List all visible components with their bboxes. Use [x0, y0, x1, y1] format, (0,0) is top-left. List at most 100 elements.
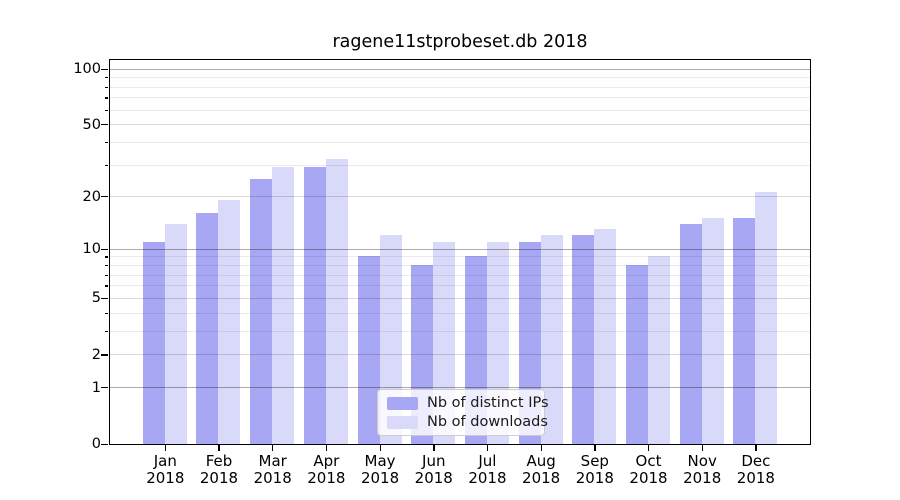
tick-layer [101, 60, 810, 451]
x-tick-mar [272, 445, 274, 451]
bar-ips-may [357, 256, 380, 444]
x-label-year: 2018 [253, 468, 292, 487]
x-tick-jan [164, 445, 167, 451]
bar-downloads-nov [701, 218, 724, 444]
y-minor-tick-80 [104, 86, 108, 88]
x-tick-aug [540, 445, 542, 451]
x-label-month: May [364, 452, 396, 470]
legend-swatch-downloads [387, 415, 418, 429]
x-tick-jul [486, 445, 489, 451]
y-tick-2 [101, 354, 108, 356]
x-label-sep: Sep 2018 [550, 453, 640, 486]
y-minor-tick-90 [104, 77, 108, 79]
bar-downloads-apr [325, 159, 348, 444]
x-label-jul: Jul 2018 [442, 453, 532, 486]
y-minor-tick-7 [104, 274, 108, 276]
bar-downloads-oct [648, 256, 670, 444]
x-label-dec: Dec 2018 [711, 453, 801, 486]
y-label-5: 5 [91, 290, 101, 307]
legend-swatch-distinct-ips [387, 396, 418, 410]
x-label-aug: Aug 2018 [496, 453, 586, 486]
x-label-mar: Mar 2018 [228, 453, 318, 486]
x-label-month: Feb [205, 452, 233, 470]
y-label-20: 20 [82, 188, 101, 205]
x-label-oct: Oct 2018 [604, 453, 694, 486]
y-label-2: 2 [91, 346, 101, 363]
bar-downloads-dec [755, 192, 778, 444]
x-label-year: 2018 [146, 468, 185, 487]
x-label-year: 2018 [683, 468, 722, 487]
x-label-nov: Nov 2018 [657, 453, 747, 486]
y-minor-tick-9 [104, 256, 108, 258]
x-label-month: Dec [741, 452, 771, 470]
y-tick-0 [101, 443, 108, 445]
x-label-month: Nov [687, 452, 717, 470]
x-label-may: May 2018 [335, 453, 425, 486]
y-label-50: 50 [82, 116, 101, 133]
legend-label-distinct-ips: Nb of distinct IPs [427, 395, 549, 411]
bar-downloads-mar [272, 167, 295, 444]
x-label-month: Jul [478, 452, 497, 470]
bar-ips-apr [303, 167, 326, 444]
bar-ips-oct [626, 265, 648, 444]
x-label-month: Jan [153, 452, 177, 470]
y-minor-tick-70 [104, 97, 108, 99]
x-tick-nov [701, 445, 703, 451]
x-label-month: Sep [580, 452, 609, 470]
y-minor-tick-6 [104, 285, 108, 287]
legend-item-downloads: Nb of downloads [387, 414, 548, 430]
bar-ips-dec [733, 218, 756, 444]
x-tick-apr [325, 445, 328, 451]
y-label-1: 1 [91, 379, 101, 396]
y-minor-tick-3 [104, 330, 108, 333]
y-label-0: 0 [91, 436, 101, 452]
x-label-year: 2018 [307, 468, 346, 487]
y-tick-5 [101, 297, 108, 300]
bar-downloads-jan [164, 223, 187, 444]
y-tick-100 [101, 68, 108, 70]
y-tick-50 [101, 124, 108, 126]
x-tick-sep [594, 445, 596, 451]
y-minor-tick-8 [104, 265, 108, 267]
x-label-year: 2018 [575, 468, 614, 487]
x-label-year: 2018 [629, 468, 668, 487]
x-label-year: 2018 [360, 468, 400, 487]
x-label-year: 2018 [199, 468, 239, 487]
legend-item-distinct-ips: Nb of distinct IPs [387, 395, 549, 411]
y-tick-20 [101, 196, 108, 198]
y-minor-tick-60 [104, 109, 108, 111]
y-label-100: 100 [73, 61, 101, 78]
x-tick-jun [433, 445, 435, 451]
x-tick-dec [755, 445, 757, 451]
bar-ips-nov [679, 223, 702, 444]
y-minor-tick-4 [104, 312, 108, 315]
y-tick-1 [101, 387, 108, 389]
legend: Nb of distinct IPs Nb of downloads [377, 389, 549, 436]
plot-area [101, 58, 811, 451]
bar-ips-feb [196, 213, 219, 444]
y-minor-tick-30 [104, 164, 108, 166]
x-label-jan: Jan 2018 [120, 453, 210, 486]
bar-downloads-aug [540, 235, 563, 444]
y-label-10: 10 [82, 241, 101, 258]
x-label-month: Aug [526, 452, 556, 470]
bar-downloads-sep [594, 229, 617, 444]
bar-downloads-feb [218, 200, 241, 444]
x-label-year: 2018 [522, 468, 561, 487]
x-label-year: 2018 [468, 468, 507, 487]
x-label-month: Jun [422, 452, 446, 470]
x-tick-feb [218, 445, 220, 451]
x-label-month: Apr [313, 452, 340, 470]
x-tick-may [379, 445, 381, 451]
x-tick-oct [648, 445, 650, 451]
bar-ips-sep [572, 235, 595, 444]
y-minor-tick-40 [104, 141, 108, 144]
bar-ips-mar [250, 178, 273, 444]
x-label-feb: Feb 2018 [174, 453, 264, 486]
x-label-month: Mar [258, 452, 287, 470]
x-label-month: Oct [635, 452, 662, 470]
x-label-apr: Apr 2018 [281, 453, 371, 486]
y-tick-10 [101, 248, 108, 251]
x-label-year: 2018 [414, 468, 453, 487]
